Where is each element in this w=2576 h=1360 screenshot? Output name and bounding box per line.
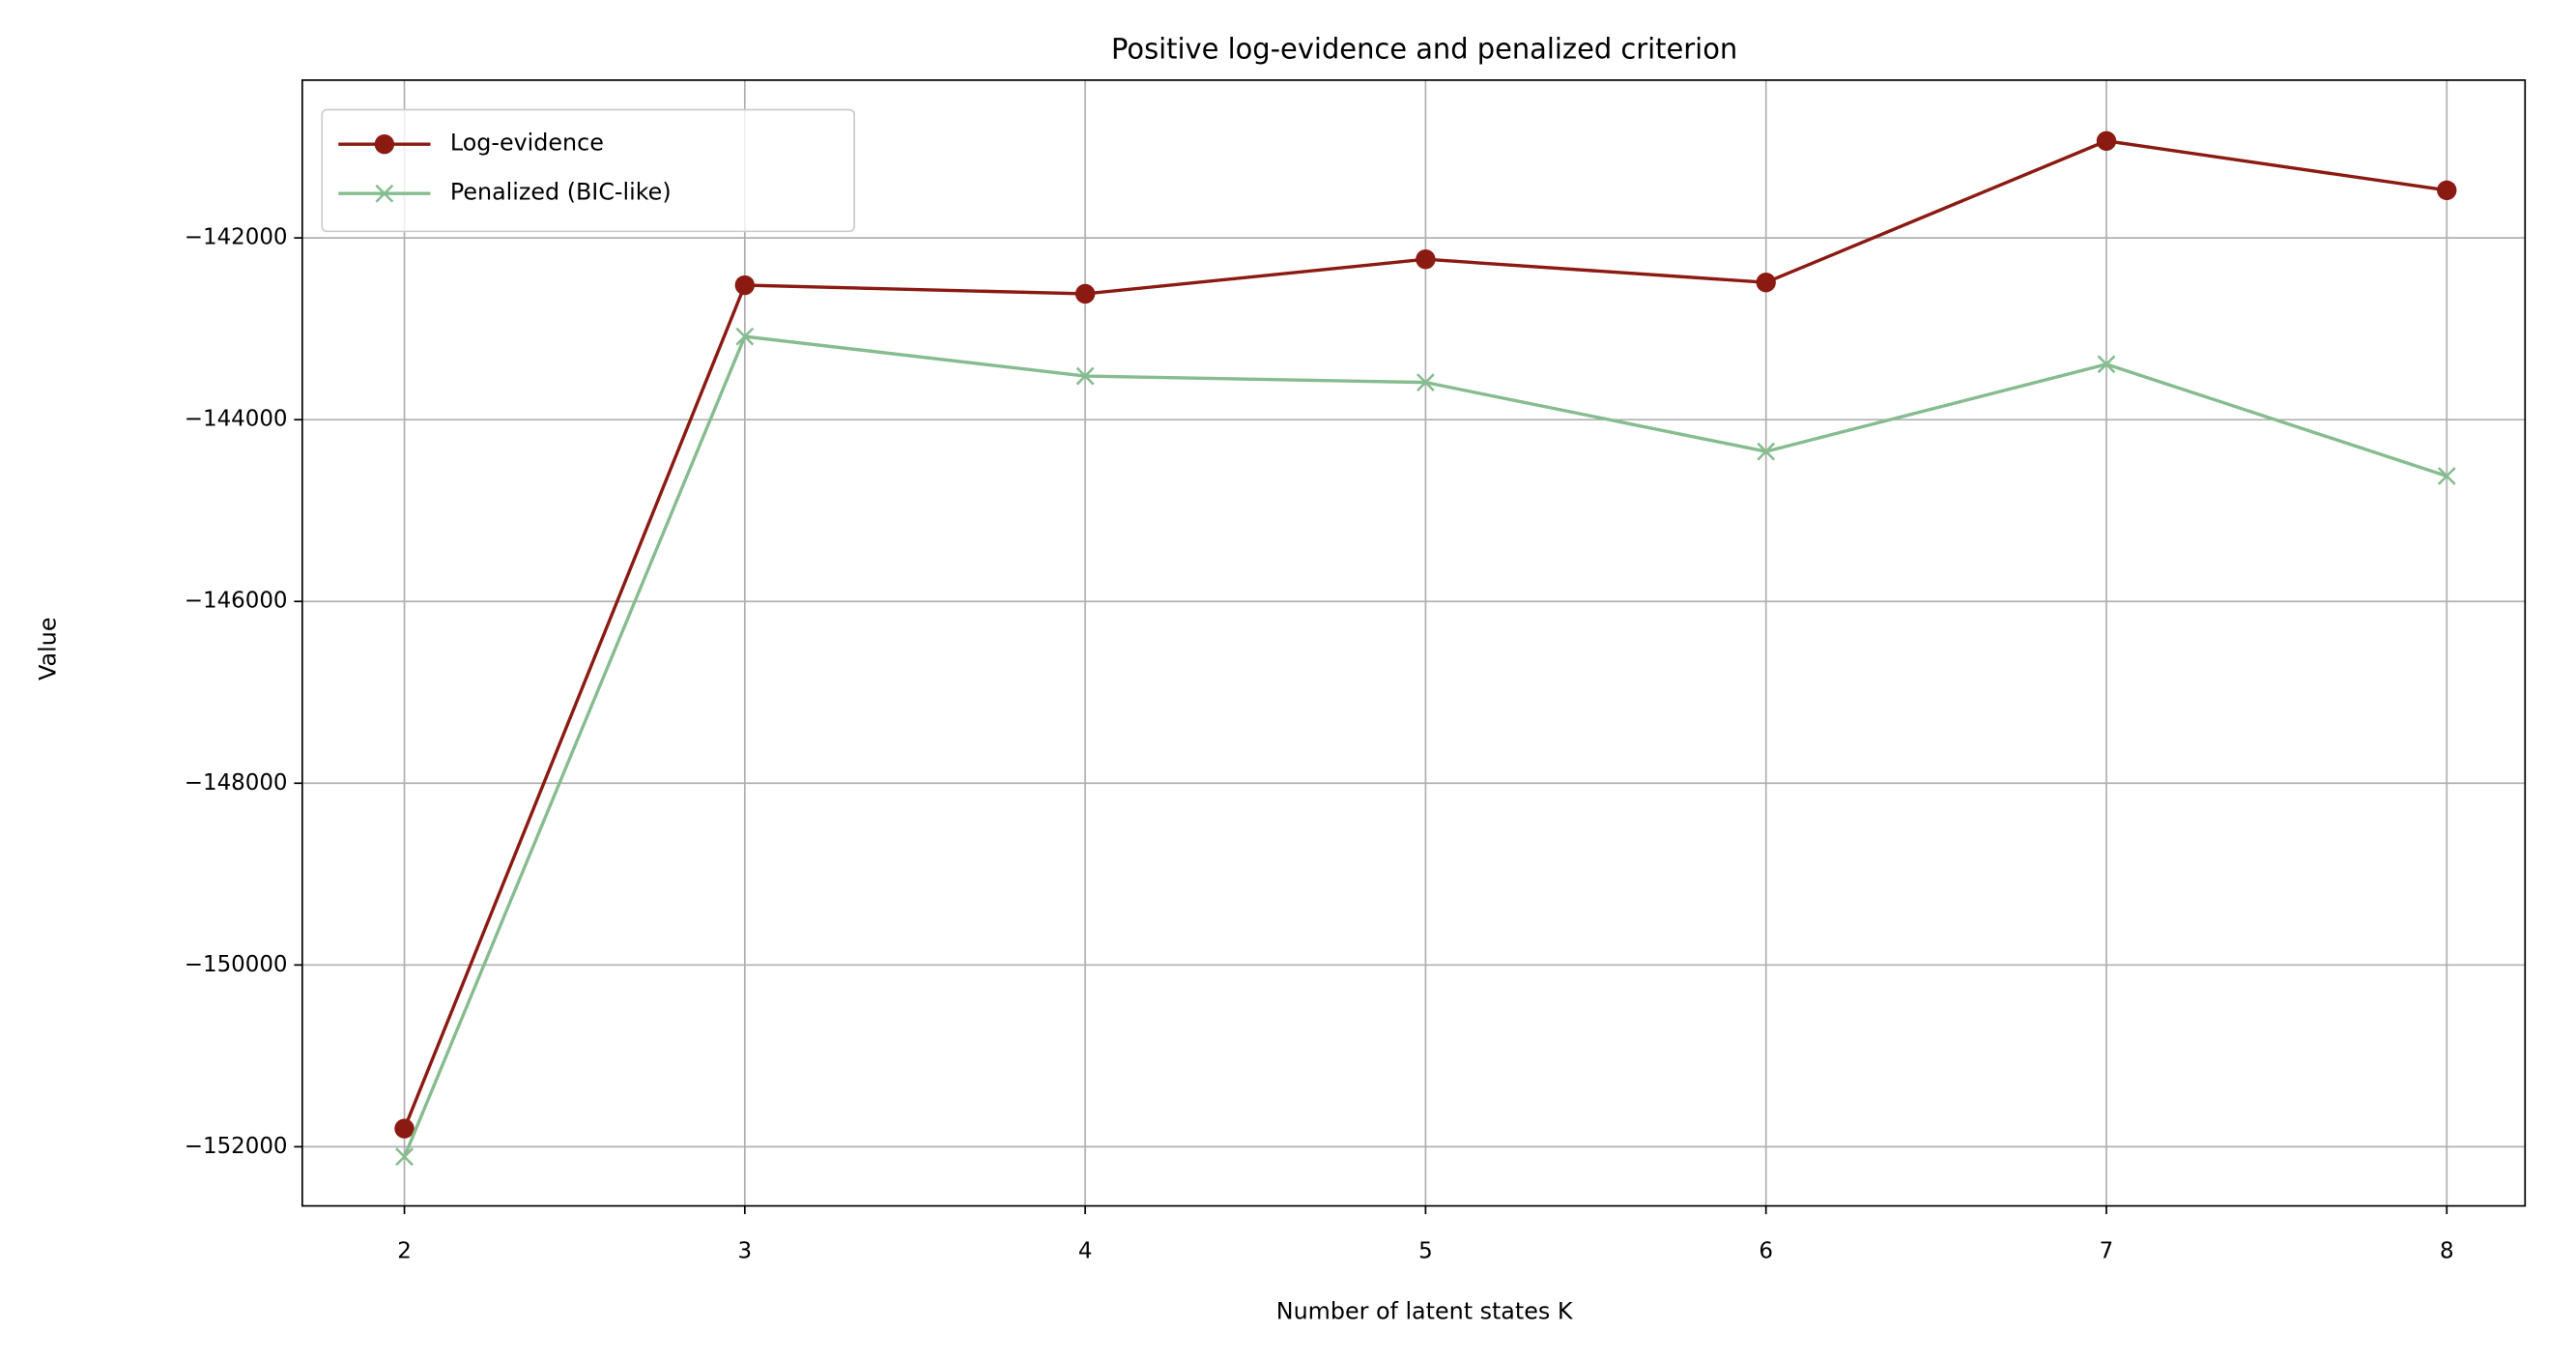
y-tick-label: −146000: [185, 589, 288, 614]
chart-title: Positive log-evidence and penalized crit…: [1111, 32, 1737, 65]
x-tick-label: 5: [1418, 1239, 1433, 1264]
marker: [2097, 355, 2116, 374]
x-tick-label: 2: [397, 1239, 412, 1264]
marker: [1074, 283, 1096, 304]
y-tick-label: −148000: [185, 770, 288, 796]
x-tick-label: 7: [2100, 1239, 2114, 1264]
legend-box: [321, 108, 855, 233]
x-tick-label: 6: [1759, 1239, 1773, 1264]
legend-marker: [375, 184, 394, 203]
marker: [735, 327, 755, 346]
marker: [1756, 273, 1776, 293]
marker: [1075, 366, 1095, 386]
marker: [2437, 467, 2456, 485]
x-tick-label: 8: [2440, 1239, 2454, 1264]
x-tick-label: 4: [1078, 1239, 1093, 1264]
y-tick-label: −150000: [185, 952, 288, 977]
y-tick-label: −152000: [185, 1134, 288, 1159]
legend-label: Log-evidence: [450, 130, 604, 157]
y-axis-label: Value: [35, 618, 62, 680]
marker: [2096, 130, 2117, 152]
plot-frame: [301, 79, 2527, 1207]
marker: [394, 1118, 415, 1139]
marker: [2437, 180, 2457, 201]
legend-marker: [374, 134, 395, 155]
marker: [734, 275, 756, 296]
marker: [1757, 442, 1776, 461]
x-axis-label: Number of latent states K: [1276, 1298, 1574, 1325]
marker: [395, 1147, 414, 1167]
x-tick-label: 3: [738, 1239, 753, 1264]
marker: [1416, 249, 1436, 270]
marker: [1416, 373, 1435, 392]
legend-label: Penalized (BIC-like): [450, 179, 672, 206]
y-tick-label: −142000: [185, 225, 288, 250]
y-tick-label: −144000: [185, 407, 288, 432]
